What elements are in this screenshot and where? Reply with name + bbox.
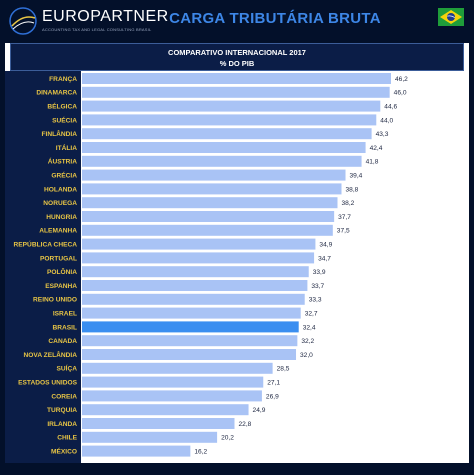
category-label: CANADA (48, 338, 77, 345)
value-label: 37,7 (338, 214, 351, 221)
value-label: 46,2 (395, 76, 408, 83)
value-label: 27,1 (267, 380, 280, 387)
bar (82, 280, 308, 291)
category-label: PORTUGAL (40, 255, 77, 262)
category-label: ESTADOS UNIDOS (18, 380, 77, 387)
chart-title: COMPARATIVO INTERNACIONAL 2017 (168, 48, 306, 57)
bar (82, 128, 372, 140)
value-label: 44,0 (380, 117, 393, 124)
value-label: 22,8 (238, 421, 251, 428)
bar (82, 418, 235, 429)
category-label: MÉXICO (51, 447, 77, 456)
logo-name: EUROPARTNER (42, 8, 169, 25)
value-label: 26,9 (266, 393, 279, 400)
category-label: TURQUIA (47, 407, 77, 414)
category-label: IRLANDA (47, 421, 77, 428)
footer (0, 463, 474, 475)
chart-subtitle: % DO PIB (219, 59, 255, 68)
bar (82, 445, 191, 457)
bar (82, 404, 249, 416)
value-label: 33,3 (309, 297, 322, 304)
category-label: REPÚBLICA CHECA (14, 240, 78, 249)
category-label: POLÔNIA (47, 267, 77, 276)
value-label: 34,7 (318, 255, 331, 262)
value-label: 32,4 (303, 324, 316, 331)
category-label: FRANÇA (49, 76, 77, 83)
bar (82, 349, 297, 360)
chart-panel: COMPARATIVO INTERNACIONAL 2017 % DO PIB … (5, 43, 469, 463)
value-label: 38,8 (346, 186, 359, 193)
category-label-column (5, 71, 81, 463)
bar (82, 307, 301, 319)
brazil-flag-icon (438, 8, 464, 26)
category-label: HOLANDA (44, 186, 77, 193)
category-label: BRASIL (52, 324, 77, 331)
category-label: FINLÂNDIA (41, 129, 77, 138)
value-label: 42,4 (370, 145, 383, 152)
value-label: 32,7 (305, 311, 318, 318)
value-label: 24,9 (253, 407, 266, 414)
bar (82, 293, 305, 305)
bar (82, 73, 391, 84)
category-label: DINAMARCA (36, 90, 77, 97)
bar (82, 211, 335, 222)
category-label: REINO UNIDO (33, 297, 77, 304)
bar (82, 376, 264, 388)
category-label: COREIA (51, 393, 77, 400)
logo-tagline: ACCOUNTING TAX AND LEGAL CONSULTING BRAS… (42, 27, 152, 32)
category-label: HUNGRIA (46, 214, 77, 221)
europartner-logo-icon (9, 7, 37, 35)
bar-chart: FRANÇA 46,2 DINAMARCA 46,0 BÉLGICA 44,6 SUÉCIA… (14, 73, 408, 457)
category-label: CHILE (57, 435, 77, 442)
value-label: 39,4 (350, 173, 363, 180)
bar (82, 238, 316, 250)
category-label: SUÍÇA (56, 364, 77, 373)
category-label: GRÉCIA (51, 171, 77, 180)
value-label: 33,7 (311, 283, 324, 290)
value-label: 41,8 (366, 159, 379, 166)
value-label: 32,0 (300, 352, 313, 359)
category-label: SUÉCIA (52, 115, 77, 124)
bar (82, 114, 377, 126)
bar-highlight (82, 321, 299, 333)
bar (82, 100, 381, 112)
value-label: 28,5 (277, 366, 290, 373)
value-label: 16,2 (194, 449, 207, 456)
value-label: 44,6 (384, 104, 397, 111)
category-label: NORUEGA (43, 200, 77, 207)
bar (82, 86, 390, 98)
bar (82, 155, 362, 167)
bar (82, 362, 273, 374)
header: EUROPARTNER ACCOUNTING TAX AND LEGAL CON… (0, 0, 474, 42)
value-label: 46,0 (394, 90, 407, 97)
value-label: 37,5 (337, 228, 350, 235)
category-label: ISRAEL (53, 311, 77, 318)
bar (82, 266, 309, 278)
value-label: 33,9 (313, 269, 326, 276)
bar (82, 142, 366, 153)
category-label: ALEMANHA (39, 228, 77, 235)
bar (82, 224, 333, 236)
value-label: 38,2 (341, 200, 354, 207)
page-title: CARGA TRIBUTÁRIA BRUTA (169, 10, 381, 27)
category-label: ÁUSTRIA (48, 157, 78, 166)
bar (82, 252, 315, 264)
bar (82, 169, 346, 181)
category-label: NOVA ZELÂNDIA (24, 350, 78, 359)
value-label: 43,3 (376, 131, 389, 138)
value-label: 20,2 (221, 435, 234, 442)
bar (82, 431, 218, 443)
bar (82, 197, 338, 209)
category-label: BÉLGICA (47, 102, 77, 111)
value-label: 32,2 (301, 338, 314, 345)
bar (82, 390, 262, 402)
chart-heading: COMPARATIVO INTERNACIONAL 2017 % DO PIB (10, 43, 464, 71)
bar (82, 183, 342, 195)
value-label: 34,9 (319, 242, 332, 249)
category-label: ESPANHA (45, 283, 77, 290)
category-label: ITÁLIA (56, 143, 77, 152)
bar (82, 335, 298, 347)
